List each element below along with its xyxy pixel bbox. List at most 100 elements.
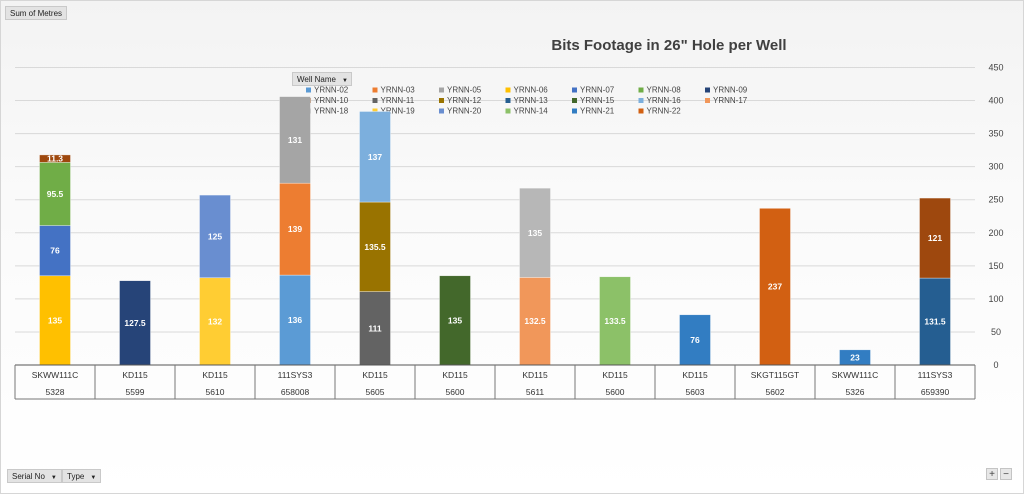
bar-segment <box>279 182 311 276</box>
y-tick-label: 150 <box>988 261 1003 271</box>
x-tick-label-type: KD115 <box>522 370 548 380</box>
legend-entry: YRNN-08 <box>647 86 682 95</box>
bar-segment <box>519 277 551 366</box>
bar-segment <box>439 275 471 366</box>
y-tick-label: 350 <box>988 129 1003 139</box>
y-tick-label: 250 <box>988 195 1003 205</box>
legend-field-label: Well Name <box>297 75 336 84</box>
x-tick-label-serial: 5600 <box>446 387 465 397</box>
x-tick-label-type: KD115 <box>442 370 468 380</box>
row-field-label-serial: Serial No <box>12 472 45 481</box>
y-tick-label: 100 <box>988 294 1003 304</box>
x-tick-label-serial: 5603 <box>686 387 705 397</box>
data-label: 95.5 <box>47 189 64 199</box>
data-label: 237 <box>768 282 782 292</box>
legend-swatch <box>505 87 511 93</box>
bar-segment <box>679 314 711 366</box>
legend-swatch <box>638 108 644 114</box>
legend-swatch <box>572 98 577 103</box>
legend-swatch <box>372 87 378 93</box>
data-label: 132 <box>208 316 222 326</box>
x-tick-label-type: KD115 <box>362 370 388 380</box>
legend-swatch <box>638 87 644 93</box>
x-tick-label-serial: 5326 <box>846 387 865 397</box>
data-label: 11.3 <box>47 154 63 164</box>
x-tick-label-type: SKWW111C <box>832 370 878 380</box>
legend-swatch <box>439 108 444 114</box>
legend-swatch <box>572 87 577 93</box>
bar-segment <box>359 201 391 292</box>
data-label: 125 <box>208 231 222 241</box>
value-field-button[interactable]: Sum of Metres <box>5 6 68 20</box>
x-tick-label-serial: 5602 <box>766 387 785 397</box>
x-tick-label-type: KD115 <box>202 370 228 380</box>
x-tick-label-type: KD115 <box>602 370 628 380</box>
legend-entry: YRNN-17 <box>713 96 748 105</box>
x-tick-label-serial: 5605 <box>366 387 385 397</box>
x-tick-label-serial: 5611 <box>526 387 545 397</box>
dropdown-arrow-icon: ▼ <box>90 475 97 481</box>
legend-entry: YRNN-12 <box>447 96 482 105</box>
bar-segment <box>39 154 71 163</box>
legend-entry: YRNN-11 <box>381 96 415 105</box>
data-label: 135 <box>448 315 462 325</box>
legend-swatch <box>505 108 511 114</box>
legend-entry: YRNN-14 <box>514 107 549 116</box>
bar-segment <box>39 162 71 226</box>
data-label: 132.5 <box>524 316 546 326</box>
x-tick-label-serial: 658008 <box>281 387 310 397</box>
legend-entry: YRNN-13 <box>514 96 549 105</box>
data-label: 23 <box>850 352 860 362</box>
legend-swatch <box>572 108 577 114</box>
data-label: 133.5 <box>604 316 626 326</box>
dropdown-arrow-icon: ▼ <box>341 78 348 84</box>
legend-entry: YRNN-07 <box>580 86 615 95</box>
data-label: 136 <box>288 315 302 325</box>
y-tick-label: 450 <box>988 63 1003 73</box>
legend-entry: YRNN-05 <box>447 86 482 95</box>
legend-entry: YRNN-20 <box>447 107 482 116</box>
x-tick-label-serial: 5600 <box>606 387 625 397</box>
bar-segment <box>279 96 311 184</box>
legend-entry: YRNN-22 <box>647 107 682 116</box>
row-field-button-type[interactable]: Type ▼ <box>62 469 102 483</box>
x-tick-label-type: SKGT115GT <box>751 370 800 380</box>
data-label: 137 <box>368 152 382 162</box>
zoom-in-button[interactable]: + <box>986 468 998 480</box>
value-field-label: Sum of Metres <box>10 9 63 18</box>
plus-icon: + <box>989 469 995 480</box>
zoom-out-button[interactable]: − <box>1000 468 1012 480</box>
legend-entry: YRNN-21 <box>580 107 615 116</box>
bar-segment <box>919 197 951 279</box>
legend-entry: YRNN-03 <box>381 86 416 95</box>
data-label: 135 <box>48 315 62 325</box>
legend-entry: YRNN-19 <box>381 107 416 116</box>
legend-field-button[interactable]: Well Name ▼ <box>292 72 352 86</box>
x-tick-label-type: SKWW111C <box>32 370 78 380</box>
x-tick-label-serial: 5599 <box>126 387 145 397</box>
data-label: 139 <box>288 224 302 234</box>
row-field-button-serial[interactable]: Serial No ▼ <box>7 469 62 483</box>
legend-swatch <box>505 98 511 103</box>
legend-swatch <box>306 87 311 93</box>
y-tick-label: 50 <box>991 327 1001 337</box>
bar-segment <box>39 225 71 277</box>
data-label: 121 <box>928 233 942 243</box>
legend-swatch <box>638 98 644 103</box>
data-label: 127.5 <box>124 318 146 328</box>
legend-entry: YRNN-15 <box>580 96 615 105</box>
bar-segment <box>199 194 231 279</box>
bar-segment <box>359 111 391 203</box>
x-tick-label-type: KD115 <box>682 370 708 380</box>
data-label: 111 <box>368 323 382 333</box>
bar-segment <box>759 208 791 366</box>
x-tick-label-serial: 5328 <box>46 387 65 397</box>
data-label: 131 <box>288 135 302 145</box>
legend-swatch <box>372 108 378 114</box>
data-label: 76 <box>690 335 700 345</box>
data-label: 135.5 <box>364 242 386 252</box>
y-tick-label: 300 <box>988 162 1003 172</box>
row-field-label-type: Type <box>67 472 85 481</box>
